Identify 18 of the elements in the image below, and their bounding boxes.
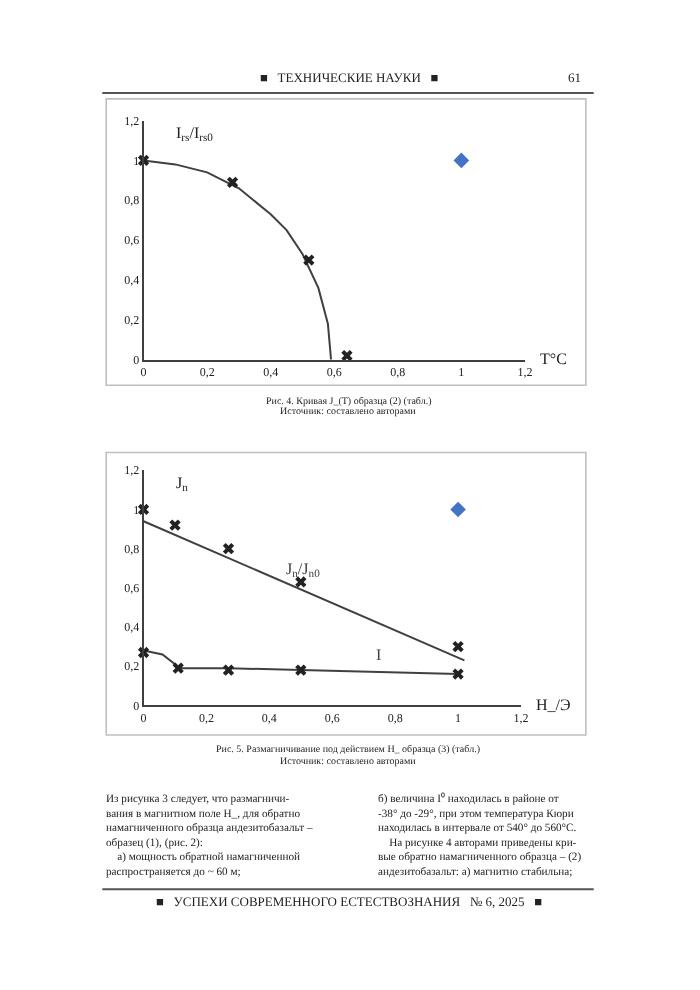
point	[452, 668, 464, 680]
x-axis-title: T°C	[540, 350, 567, 368]
point	[169, 519, 181, 531]
point	[172, 662, 184, 674]
point	[226, 176, 239, 188]
point	[453, 152, 470, 169]
point	[295, 576, 307, 588]
point	[295, 664, 307, 676]
x-axis-title: H_/Э	[536, 696, 571, 714]
point	[452, 640, 464, 653]
point	[303, 254, 315, 266]
y-axis-title: J$_{n}$	[176, 474, 189, 496]
series-label: I	[376, 646, 382, 664]
point	[222, 543, 235, 555]
y-axis-title: I$_{rs}$/I$_{rs0}$	[176, 124, 214, 146]
series-label: J$_{n}$/J$_{n0}$	[286, 560, 321, 582]
point	[222, 664, 235, 676]
point	[450, 501, 466, 518]
